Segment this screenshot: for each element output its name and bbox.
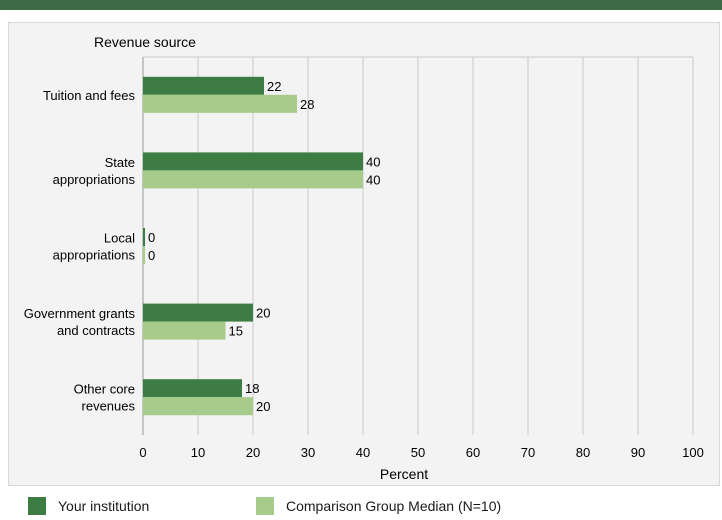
data-label-your-institution-local-appropriations: 0 [148, 230, 155, 245]
legend-label-comparison-group: Comparison Group Median (N=10) [286, 498, 502, 514]
data-label-comparison-group-median-n-10-other-core-revenues: 20 [256, 399, 270, 414]
category-label-line: Local [104, 231, 135, 246]
bar-your-institution-local-appropriations [143, 228, 145, 246]
data-label-your-institution-tuition-and-fees: 22 [267, 79, 281, 94]
legend-swatch-your-institution [28, 497, 46, 515]
top-accent-bar [0, 0, 722, 10]
data-label-your-institution-state-appropriations: 40 [366, 154, 380, 169]
data-label-your-institution-other-core-revenues: 18 [245, 381, 259, 396]
x-tick-label-20: 20 [246, 445, 260, 460]
category-label-line: appropriations [53, 248, 136, 263]
legend-label-your-institution: Your institution [58, 498, 150, 514]
chart-frame [8, 22, 720, 486]
x-tick-label-50: 50 [411, 445, 425, 460]
bar-chart: Revenue source Tuition and fees 22 28 State… [24, 34, 704, 482]
bar-your-institution-government-grants-and-contracts [143, 303, 253, 322]
category-label-line: Government grants [24, 306, 136, 321]
legend-swatch-comparison-group [256, 497, 274, 515]
bar-comparison-group-median-n-10-tuition-and-fees [143, 94, 297, 113]
bar-comparison-group-median-n-10-government-grants-and-contracts [143, 321, 226, 340]
x-tick-label-70: 70 [521, 445, 535, 460]
category-label-line: appropriations [53, 172, 136, 187]
legend: Your institution Comparison Group Median… [8, 494, 720, 520]
x-tick-label-90: 90 [631, 445, 645, 460]
data-label-comparison-group-median-n-10-local-appropriations: 0 [148, 248, 155, 263]
category-label-line: Other core [74, 382, 135, 397]
x-tick-label-100: 100 [682, 445, 704, 460]
category-label-state-appropriations: State appropriations [53, 155, 136, 187]
data-label-comparison-group-median-n-10-state-appropriations: 40 [366, 172, 380, 187]
bar-your-institution-other-core-revenues [143, 379, 242, 398]
x-axis-label: Percent [380, 466, 428, 482]
category-label-line: and contracts [57, 323, 136, 338]
category-label-government-grants-and-contracts: Government grants and contracts [24, 306, 136, 338]
legend-item-comparison-group: Comparison Group Median (N=10) [256, 497, 501, 515]
bar-comparison-group-median-n-10-local-appropriations [143, 246, 145, 264]
category-label-line: Tuition and fees [43, 88, 136, 103]
x-tick-label-10: 10 [191, 445, 205, 460]
bar-your-institution-tuition-and-fees [143, 76, 264, 95]
category-label-tuition-and-fees: Tuition and fees [43, 88, 136, 103]
bar-comparison-group-median-n-10-other-core-revenues [143, 397, 253, 416]
category-label-other-core-revenues: Other core revenues [74, 382, 136, 414]
x-tick-label-30: 30 [301, 445, 315, 460]
category-label-line: State [105, 155, 135, 170]
data-label-your-institution-government-grants-and-contracts: 20 [256, 306, 270, 321]
chart-title: Revenue source [94, 34, 196, 50]
x-tick-label-40: 40 [356, 445, 370, 460]
bar-comparison-group-median-n-10-state-appropriations [143, 170, 363, 189]
x-tick-label-80: 80 [576, 445, 590, 460]
x-tick-label-0: 0 [139, 445, 146, 460]
legend-item-your-institution: Your institution [28, 497, 149, 515]
x-tick-label-60: 60 [466, 445, 480, 460]
data-label-comparison-group-median-n-10-tuition-and-fees: 28 [300, 97, 314, 112]
bar-your-institution-state-appropriations [143, 152, 363, 171]
category-label-line: revenues [82, 399, 136, 414]
data-label-comparison-group-median-n-10-government-grants-and-contracts: 15 [229, 324, 243, 339]
category-label-local-appropriations: Local appropriations [53, 231, 136, 263]
